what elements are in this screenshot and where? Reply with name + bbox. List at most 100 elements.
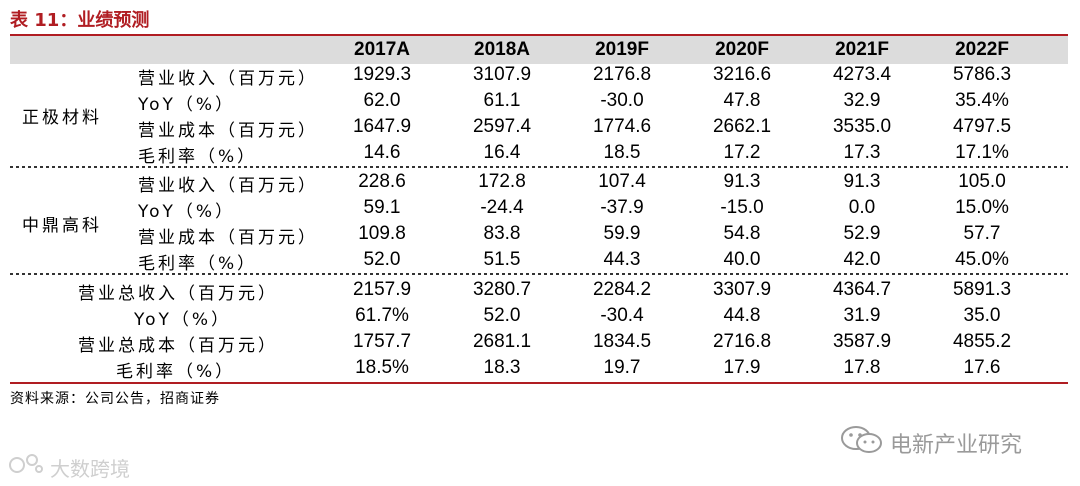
table-cell: 2681.1 (472, 331, 532, 352)
table-cell: 17.8 (843, 357, 881, 378)
table-cell: 59.9 (603, 223, 641, 244)
table-row: 毛利率（%） 52.0 51.5 44.3 40.0 42.0 45.0% (10, 247, 1068, 274)
table-cell: 17.9 (723, 357, 761, 378)
table-cell: 172.8 (478, 171, 526, 192)
table-cell: 17.1% (955, 142, 1009, 163)
table-cell: 107.4 (598, 171, 646, 192)
table-cell: 44.3 (603, 249, 641, 270)
table-cell: 52.0 (363, 249, 401, 270)
table-cell: 91.3 (843, 171, 881, 192)
row-label: 毛利率（%） (138, 254, 258, 274)
table-cell: 105.0 (958, 171, 1006, 192)
table-cell: 62.0 (363, 90, 401, 111)
table-cell: 19.7 (603, 357, 641, 378)
table-cell: 109.8 (358, 223, 406, 244)
row-label: 营业收入（百万元） (138, 69, 318, 89)
table-cell: 17.3 (843, 142, 881, 163)
table-cell: 18.5 (603, 142, 641, 163)
table-cell: 3280.7 (472, 279, 532, 300)
table-cell: 17.6 (963, 357, 1001, 378)
table-cell: 35.4% (955, 90, 1009, 111)
watermark-right: 电新产业研究 (840, 424, 1022, 461)
table-header: 2017A 2018A 2019F 2020F 2021F 2022F (10, 34, 1068, 64)
table-row: 毛利率（%） 18.5% 18.3 19.7 17.9 17.8 17.6 (10, 355, 1068, 382)
row-label: 营业收入（百万元） (138, 176, 318, 196)
table-cell: 2176.8 (592, 64, 652, 85)
table-cell: 52.0 (483, 305, 521, 326)
table-bottom-rule (10, 382, 1068, 384)
table-row: 营业成本（百万元） 109.8 83.8 59.9 54.8 52.9 57.7 (10, 221, 1068, 248)
table-cell: 228.6 (358, 171, 406, 192)
row-label: 营业总成本（百万元） (78, 336, 278, 356)
row-label: 毛利率（%） (138, 147, 258, 167)
table-row: YoY（%） 59.1 -24.4 -37.9 -15.0 0.0 15.0% (10, 195, 1068, 222)
table-cell: 0.0 (848, 197, 876, 218)
table-cell: 18.3 (483, 357, 521, 378)
table-cell: 47.8 (723, 90, 761, 111)
table-cell: 4273.4 (832, 64, 892, 85)
table-cell: 59.1 (363, 197, 401, 218)
table-cell: 1757.7 (352, 331, 412, 352)
table-cell: 4364.7 (832, 279, 892, 300)
table-cell: 2597.4 (472, 116, 532, 137)
group-label: 中鼎高科 (22, 216, 102, 236)
table-cell: -15.0 (720, 197, 764, 218)
group-divider (10, 166, 1068, 168)
watermark-left-text: 大数跨境 (50, 457, 130, 481)
table-cell: 15.0% (955, 197, 1009, 218)
table-cell: 1647.9 (352, 116, 412, 137)
table-cell: 44.8 (723, 305, 761, 326)
table-cell: 1774.6 (592, 116, 652, 137)
table-cell: 91.3 (723, 171, 761, 192)
table-row: YoY（%） 61.7% 52.0 -30.4 44.8 31.9 35.0 (10, 303, 1068, 330)
group-divider (10, 273, 1068, 275)
row-label: YoY（%） (138, 202, 236, 222)
table-cell: 2284.2 (592, 279, 652, 300)
table-cell: 16.4 (483, 142, 521, 163)
row-label: YoY（%） (134, 310, 232, 330)
table-title: 表 11：业绩预测 (10, 10, 150, 31)
table-row: YoY（%） 62.0 61.1 -30.0 47.8 32.9 35.4% (10, 88, 1068, 115)
table-cell: 35.0 (963, 305, 1001, 326)
table-cell: 1834.5 (592, 331, 652, 352)
table-cell: 42.0 (843, 249, 881, 270)
watermark-right-text: 电新产业研究 (890, 432, 1023, 458)
source-note: 资料来源：公司公告，招商证券 (10, 391, 220, 407)
row-label: YoY（%） (138, 95, 236, 115)
table-cell: 4855.2 (952, 331, 1012, 352)
table-cell: -30.4 (600, 305, 644, 326)
year-header: 2020F (715, 39, 769, 60)
table-cell: -24.4 (480, 197, 524, 218)
table-cell: 3535.0 (832, 116, 892, 137)
table-cell: 61.1 (483, 90, 521, 111)
table-cell: 61.7% (355, 305, 409, 326)
watermark-left: 大数跨境 (8, 452, 130, 483)
table-cell: -37.9 (600, 197, 644, 218)
table-cell: 5891.3 (952, 279, 1012, 300)
group-label: 正极材料 (22, 108, 102, 128)
table-cell: 54.8 (723, 223, 761, 244)
table-row: 营业总成本（百万元） 1757.7 2681.1 1834.5 2716.8 3… (10, 329, 1068, 356)
table-cell: 52.9 (843, 223, 881, 244)
table-row: 营业成本（百万元） 1647.9 2597.4 1774.6 2662.1 35… (10, 114, 1068, 141)
table-cell: 17.2 (723, 142, 761, 163)
brand-logo-icon (8, 452, 44, 483)
table-cell: 3216.6 (712, 64, 772, 85)
table-cell: 45.0% (955, 249, 1009, 270)
table-cell: 3587.9 (832, 331, 892, 352)
table-cell: 14.6 (363, 142, 401, 163)
table-cell: 2157.9 (352, 279, 412, 300)
table-row: 营业收入（百万元） 228.6 172.8 107.4 91.3 91.3 10… (10, 169, 1068, 196)
year-header: 2022F (955, 39, 1009, 60)
table-row: 毛利率（%） 14.6 16.4 18.5 17.2 17.3 17.1% (10, 140, 1068, 167)
wechat-icon (840, 424, 884, 461)
year-header: 2019F (595, 39, 649, 60)
row-label: 毛利率（%） (116, 362, 236, 382)
table-cell: 2662.1 (712, 116, 772, 137)
table-row: 营业收入（百万元） 1929.3 3107.9 2176.8 3216.6 42… (10, 62, 1068, 89)
table-cell: 57.7 (963, 223, 1001, 244)
table-cell: 2716.8 (712, 331, 772, 352)
table-row: 营业总收入（百万元） 2157.9 3280.7 2284.2 3307.9 4… (10, 277, 1068, 304)
table-cell: 4797.5 (952, 116, 1012, 137)
row-label: 营业成本（百万元） (138, 121, 318, 141)
